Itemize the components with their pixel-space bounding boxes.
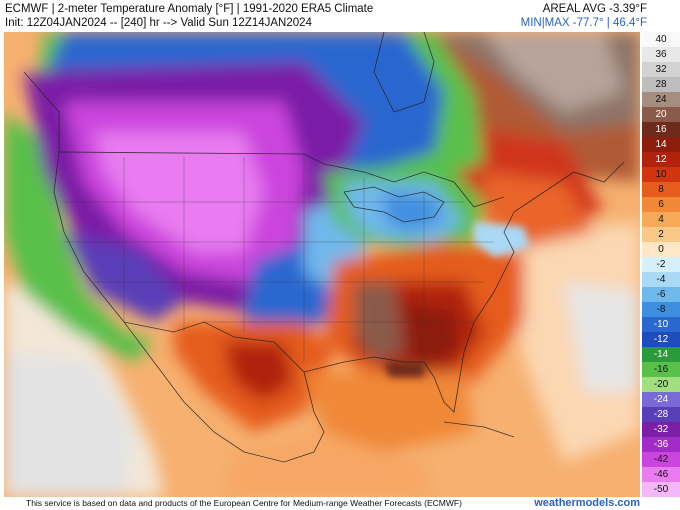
legend-swatch: 36 xyxy=(642,47,680,62)
data-credit: This service is based on data and produc… xyxy=(26,498,462,508)
legend-swatch: -46 xyxy=(642,467,680,482)
legend-swatch: -16 xyxy=(642,362,680,377)
anomaly-field xyxy=(4,32,640,497)
legend-swatch: -20 xyxy=(642,377,680,392)
legend-swatch: -24 xyxy=(642,392,680,407)
legend-swatch: 28 xyxy=(642,77,680,92)
legend-swatch: 0 xyxy=(642,242,680,257)
legend-swatch: 24 xyxy=(642,92,680,107)
legend-swatch: -36 xyxy=(642,437,680,452)
legend-swatch: -32 xyxy=(642,422,680,437)
legend-swatch: 2 xyxy=(642,227,680,242)
legend-swatch: 14 xyxy=(642,137,680,152)
legend-swatch: 10 xyxy=(642,167,680,182)
legend-swatch: 20 xyxy=(642,107,680,122)
legend-swatch: -4 xyxy=(642,272,680,287)
legend-swatch: -28 xyxy=(642,407,680,422)
color-scale-legend: 40 36 32 28 24 20 16 14 12 10 8 6 4 2 0 -2 -4 -6 -8 -10 -12-… xyxy=(642,32,680,497)
legend-swatch: 16 xyxy=(642,122,680,137)
forecast-init-valid: Init: 12Z04JAN2024 -- [240] hr --> Valid… xyxy=(5,17,312,29)
legend-swatch: 4 xyxy=(642,212,680,227)
map-title: ECMWF | 2-meter Temperature Anomaly [°F]… xyxy=(5,3,374,15)
legend-swatch: -42 xyxy=(642,452,680,467)
legend-swatch: -12 xyxy=(642,332,680,347)
map-header: ECMWF | 2-meter Temperature Anomaly [°F]… xyxy=(0,0,680,32)
legend-swatch: 32 xyxy=(642,62,680,77)
map-footer: This service is based on data and produc… xyxy=(0,497,680,510)
legend-swatch: -8 xyxy=(642,302,680,317)
legend-swatch: 12 xyxy=(642,152,680,167)
legend-swatch: -50 xyxy=(642,482,680,497)
site-link[interactable]: weathermodels.com xyxy=(534,497,640,509)
min-max-values: MIN|MAX -77.7° | 46.4°F xyxy=(520,17,647,29)
legend-swatch: 6 xyxy=(642,197,680,212)
areal-average: AREAL AVG -3.39°F xyxy=(542,3,647,15)
legend-swatch: -14 xyxy=(642,347,680,362)
legend-swatch: -2 xyxy=(642,257,680,272)
legend-swatch: 40 xyxy=(642,32,680,47)
temperature-anomaly-map xyxy=(4,32,640,497)
legend-swatch: -6 xyxy=(642,287,680,302)
legend-swatch: -10 xyxy=(642,317,680,332)
legend-swatch: 8 xyxy=(642,182,680,197)
